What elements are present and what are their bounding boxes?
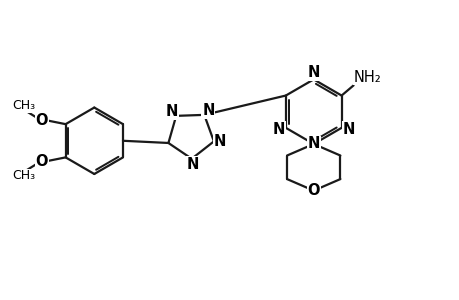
Text: N: N (341, 122, 354, 137)
Text: CH₃: CH₃ (13, 169, 36, 182)
Text: N: N (272, 122, 285, 137)
Text: N: N (307, 136, 319, 152)
Text: CH₃: CH₃ (13, 99, 36, 112)
Text: N: N (307, 65, 319, 80)
Text: N: N (213, 134, 225, 149)
Text: NH₂: NH₂ (353, 70, 381, 85)
Text: O: O (307, 183, 319, 198)
Text: N: N (166, 104, 178, 119)
Text: N: N (202, 103, 214, 118)
Text: N: N (186, 157, 198, 172)
Text: O: O (35, 154, 48, 169)
Text: O: O (35, 113, 48, 128)
